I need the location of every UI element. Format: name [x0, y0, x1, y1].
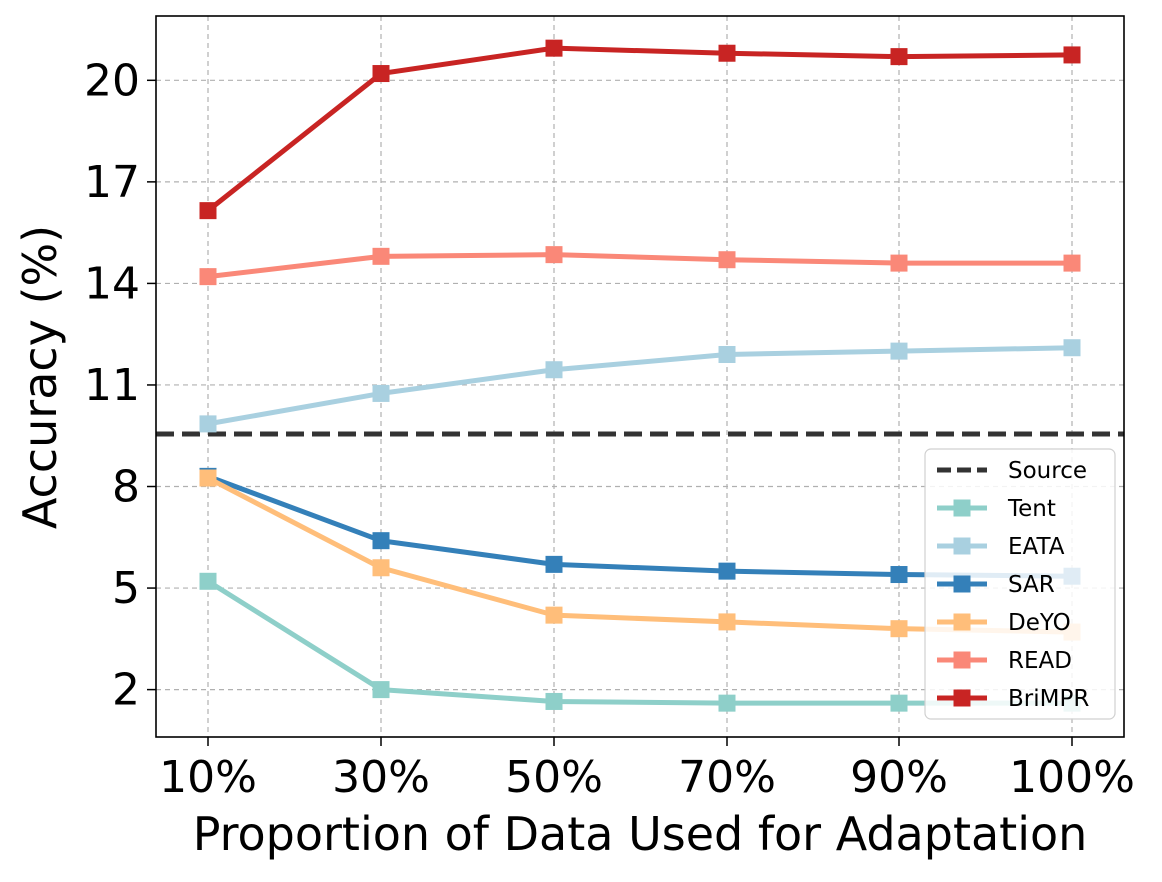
y-axis-ticks: 2 5 8 11 14 17 20 [84, 55, 156, 716]
data-point-eata [372, 384, 390, 402]
y-axis-title: Accuracy (%) [13, 225, 67, 529]
data-point-eata [1063, 339, 1081, 357]
data-point-read [1063, 254, 1081, 272]
series-brimpr [199, 39, 1081, 220]
series-line-brimpr [206, 45, 1073, 213]
x-tick-label: 70% [678, 752, 776, 803]
data-point-sar [545, 555, 563, 573]
series-eata [199, 339, 1081, 433]
data-point-eata [199, 415, 217, 433]
legend-label-brimpr: BriMPR [1008, 686, 1089, 712]
x-axis-title: Proportion of Data Used for Adaptation [193, 807, 1088, 861]
data-point-sar [718, 562, 736, 580]
legend-label-sar: SAR [1008, 572, 1055, 598]
data-point-deyo [199, 469, 217, 487]
x-tick-label: 100% [1009, 752, 1135, 803]
data-point-sar [890, 566, 908, 584]
data-point-brimpr [1063, 46, 1081, 64]
data-point-read [199, 268, 217, 286]
x-axis-ticks: 10% 30% 50% 70% 90% 100% [159, 737, 1135, 803]
data-point-tent [372, 681, 390, 699]
x-tick-label: 10% [159, 752, 257, 803]
y-tick-label: 11 [84, 360, 140, 411]
legend-label-read: READ [1008, 648, 1072, 674]
series-read [199, 246, 1081, 286]
legend-marker-eata [953, 537, 971, 555]
y-tick-label: 20 [84, 55, 140, 106]
y-tick-label: 14 [84, 258, 140, 309]
data-point-brimpr [545, 39, 563, 57]
legend: Source Tent EATA SAR DeYO READ BriMPR [924, 448, 1116, 720]
legend-marker-tent [953, 499, 971, 517]
y-tick-label: 17 [84, 157, 140, 208]
legend-frame [924, 448, 1116, 720]
x-tick-label: 90% [850, 752, 948, 803]
y-tick-label: 5 [112, 563, 140, 614]
data-point-tent [545, 692, 563, 710]
data-point-eata [890, 342, 908, 360]
data-point-eata [718, 345, 736, 363]
data-point-read [890, 254, 908, 272]
data-point-tent [890, 694, 908, 712]
legend-marker-deyo [953, 613, 971, 631]
data-point-deyo [545, 606, 563, 624]
y-tick-label: 8 [112, 462, 140, 513]
legend-label-tent: Tent [1007, 496, 1056, 522]
series-line-read [207, 252, 1072, 280]
plot-frame [155, 15, 1125, 738]
legend-marker-sar [953, 575, 971, 593]
x-tick-label: 50% [505, 752, 603, 803]
data-point-read [545, 246, 563, 264]
series-line-eata [207, 345, 1073, 427]
data-point-read [718, 251, 736, 269]
legend-marker-brimpr [953, 689, 971, 707]
x-tick-label: 30% [332, 752, 430, 803]
data-point-deyo [718, 613, 736, 631]
legend-label-deyo: DeYO [1008, 610, 1071, 636]
data-point-eata [545, 361, 563, 379]
data-point-deyo [372, 559, 390, 577]
data-point-tent [718, 694, 736, 712]
data-point-brimpr [372, 65, 390, 83]
data-point-brimpr [890, 48, 908, 66]
legend-marker-read [953, 651, 971, 669]
data-point-brimpr [718, 44, 736, 62]
legend-label-eata: EATA [1008, 534, 1065, 560]
data-point-deyo [890, 620, 908, 638]
data-point-read [372, 247, 390, 265]
y-tick-label: 2 [112, 665, 140, 716]
data-point-brimpr [199, 202, 217, 220]
data-point-tent [199, 572, 217, 590]
data-point-sar [372, 532, 390, 550]
legend-label-source: Source [1008, 458, 1087, 484]
